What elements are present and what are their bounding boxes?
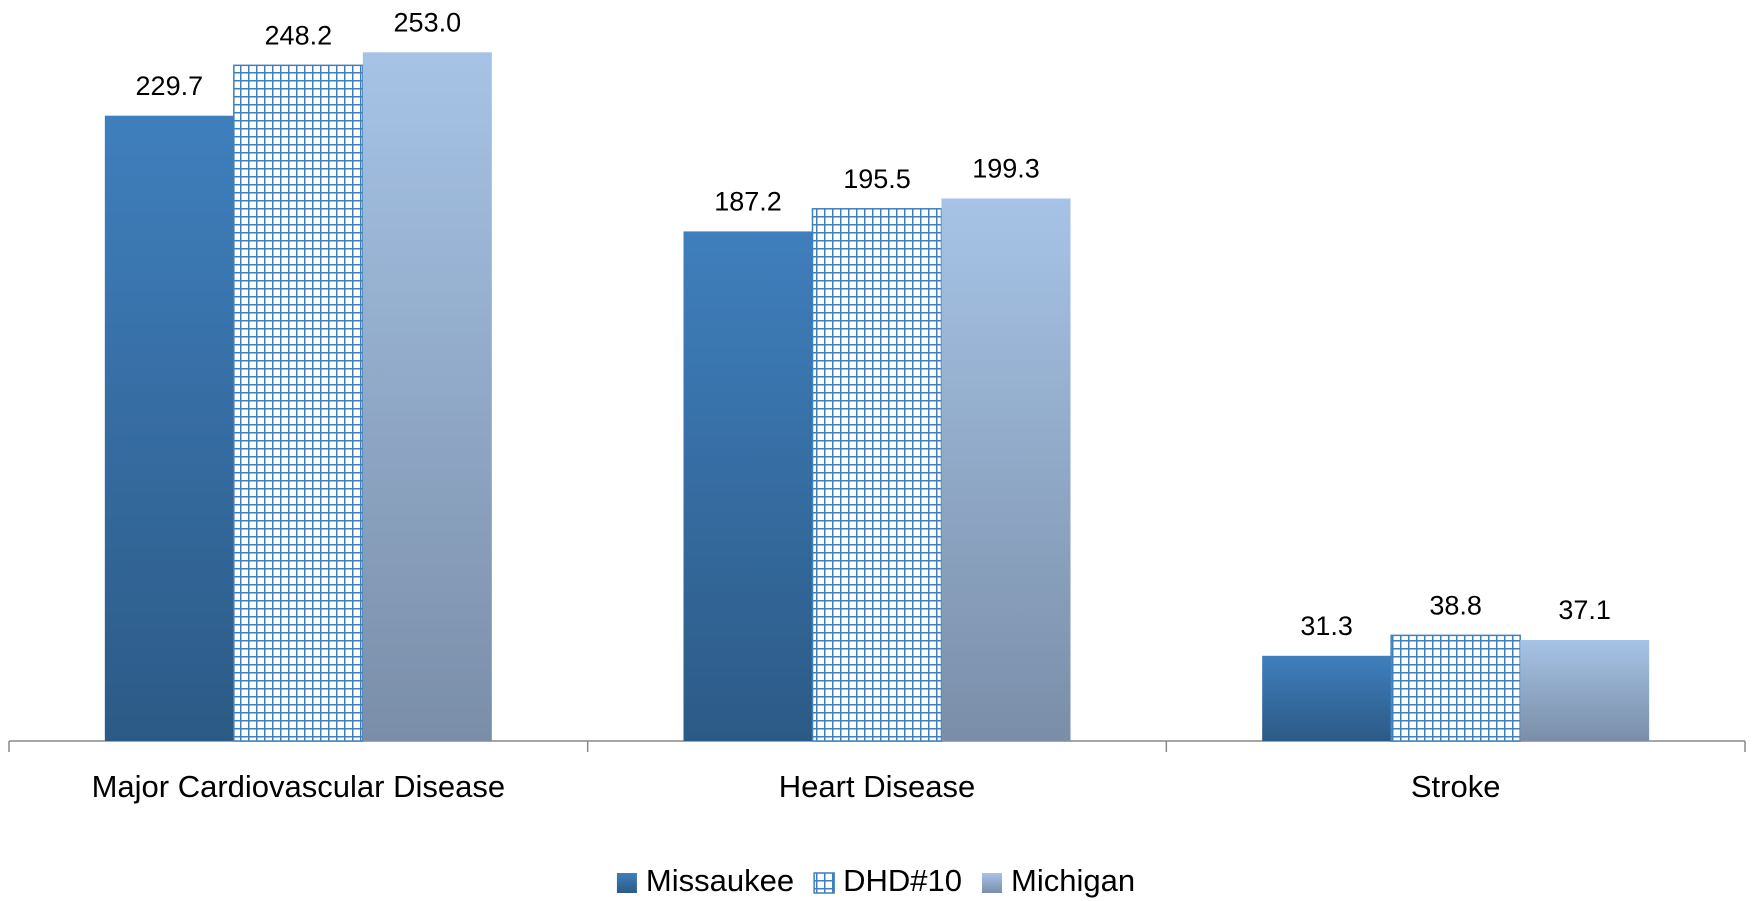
x-tick-label: Major Cardiovascular Disease xyxy=(92,769,506,804)
bar xyxy=(1390,634,1521,742)
bar xyxy=(104,115,234,741)
data-label: 187.2 xyxy=(714,187,782,217)
data-label: 199.3 xyxy=(972,154,1040,184)
legend-swatch xyxy=(813,872,835,894)
legend-swatch xyxy=(982,873,1003,893)
bar xyxy=(811,208,943,742)
bar xyxy=(941,198,1071,741)
x-tick-label: Heart Disease xyxy=(779,769,975,804)
data-label: 229.7 xyxy=(136,71,204,101)
legend-label: Missaukee xyxy=(646,863,794,898)
bar xyxy=(362,52,492,742)
data-label: 195.5 xyxy=(843,164,911,194)
data-label: 248.2 xyxy=(265,20,333,50)
data-label: 38.8 xyxy=(1429,591,1482,621)
data-label: 253.0 xyxy=(394,7,462,37)
bar xyxy=(683,231,813,741)
legend-swatch xyxy=(616,873,637,893)
legend-label: Michigan xyxy=(1011,863,1135,898)
bar xyxy=(1520,640,1650,741)
data-label: 37.1 xyxy=(1558,595,1611,625)
x-tick-label: Stroke xyxy=(1411,769,1501,804)
data-label: 31.3 xyxy=(1300,611,1353,641)
bar xyxy=(1262,655,1392,741)
bar xyxy=(233,64,364,742)
legend-label: DHD#10 xyxy=(843,863,962,898)
